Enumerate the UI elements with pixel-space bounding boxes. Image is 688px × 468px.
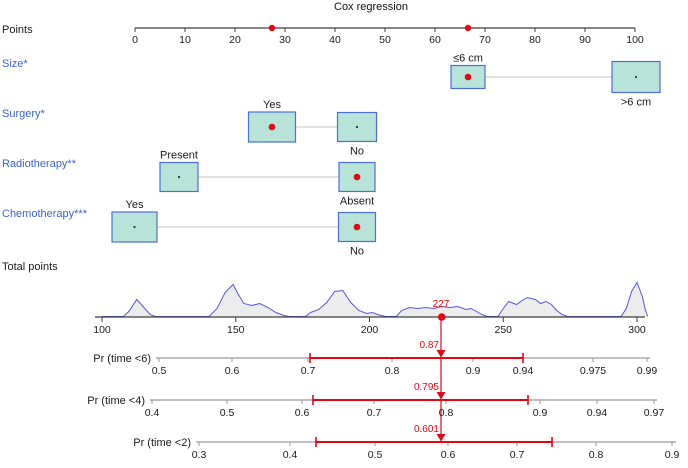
variable-label-3: Radiotherapy** xyxy=(2,158,77,170)
points-axis-tick-label: 30 xyxy=(279,34,291,46)
category-label: >6 cm xyxy=(621,97,651,109)
pr-axis-tick-label: 0.9 xyxy=(466,365,481,377)
points-axis-tick-label: 0 xyxy=(132,34,138,46)
pr-axis-label-2: Pr (time <4) xyxy=(87,395,145,407)
selected-red-dot xyxy=(353,173,361,181)
variable-label-4: Chemotherapy*** xyxy=(2,208,88,220)
category-box xyxy=(338,161,376,193)
pr-axis-tick-label: 0.4 xyxy=(145,407,160,419)
total-points-tick-label: 100 xyxy=(93,324,111,336)
points-axis-tick-label: 10 xyxy=(179,34,191,46)
points-axis-tick-label: 40 xyxy=(329,34,341,46)
pr-axis-tick-label: 0.8 xyxy=(589,449,604,461)
pr-axis-tick-label: 0.94 xyxy=(587,407,608,419)
points-axis-tick-label: 50 xyxy=(379,34,391,46)
pr-axis-tick-label: 0.3 xyxy=(192,449,207,461)
total-points-tick-label: 150 xyxy=(227,324,245,336)
ci-value-label: 0.601 xyxy=(414,424,439,435)
ci-value-label: 0.87 xyxy=(420,340,440,351)
category-dot xyxy=(634,75,638,79)
pr-axis-tick-label: 0.5 xyxy=(220,407,235,419)
points-axis-tick-label: 100 xyxy=(626,34,644,46)
pr-axis-tick-label: 0.6 xyxy=(295,407,310,419)
variable-label-2: Surgery* xyxy=(2,108,46,120)
category-dot xyxy=(355,125,359,129)
points-axis-tick-label: 80 xyxy=(529,34,541,46)
chart-title: Cox regression xyxy=(334,1,408,13)
points-axis-red-dot xyxy=(464,24,472,32)
pr-axis-tick-label: 0.7 xyxy=(367,407,382,419)
pr-axis-tick-label: 0.8 xyxy=(439,407,454,419)
category-box xyxy=(159,161,199,193)
category-dot xyxy=(133,225,136,229)
total-points-tick-label: 250 xyxy=(494,324,512,336)
points-axis-label: Points xyxy=(2,24,33,36)
category-dot xyxy=(177,175,181,179)
total-points-tick-label: 300 xyxy=(628,324,646,336)
pr-axis-tick-label: 0.97 xyxy=(644,407,665,419)
pr-axis-label-1: Pr (time <6) xyxy=(93,353,151,365)
category-label: Present xyxy=(160,150,198,162)
pr-axis-tick-label: 0.8 xyxy=(385,365,400,377)
pr-axis-tick-label: 0.7 xyxy=(510,449,525,461)
ci-marker-triangle xyxy=(436,350,446,358)
total-points-marker xyxy=(437,313,446,321)
points-axis-tick-label: 60 xyxy=(429,34,441,46)
pr-axis-tick-label: 0.5 xyxy=(152,365,167,377)
ci-value-label: 0.795 xyxy=(414,382,439,393)
pr-axis-tick-label: 0.9 xyxy=(533,407,548,419)
points-axis-tick-label: 20 xyxy=(229,34,241,46)
pr-axis-tick-label: 0.975 xyxy=(580,365,606,377)
pr-axis-tick-label: 0.6 xyxy=(441,449,456,461)
selected-red-dot xyxy=(353,223,361,231)
variable-label-1: Size* xyxy=(2,58,28,70)
category-label: Absent xyxy=(340,196,374,208)
total-points-marker-label: 227 xyxy=(433,299,450,310)
density-curve xyxy=(102,281,649,317)
category-label: No xyxy=(350,146,364,158)
category-label: Yes xyxy=(126,199,144,211)
points-axis-tick-label: 70 xyxy=(479,34,491,46)
category-label: ≤6 cm xyxy=(453,53,483,65)
pr-axis-tick-label: 0.6 xyxy=(225,365,240,377)
pr-axis-tick-label: 0.9 xyxy=(665,449,680,461)
category-label: No xyxy=(350,246,364,258)
pr-axis-label-3: Pr (time <2) xyxy=(133,437,191,449)
ci-marker-triangle xyxy=(436,392,446,400)
total-points-tick-label: 200 xyxy=(361,324,379,336)
category-box xyxy=(611,60,661,94)
pr-axis-tick-label: 0.4 xyxy=(283,449,298,461)
pr-axis-tick-label: 0.7 xyxy=(301,365,316,377)
pr-axis-tick-label: 0.5 xyxy=(368,449,383,461)
pr-axis-tick-label: 0.99 xyxy=(637,365,658,377)
category-label: Yes xyxy=(263,99,281,111)
points-axis-red-dot xyxy=(268,24,276,32)
pr-axis-tick-label: 0.94 xyxy=(513,365,534,377)
total-points-label: Total points xyxy=(2,261,58,273)
selected-red-dot xyxy=(268,123,276,131)
ci-marker-triangle xyxy=(436,434,446,442)
selected-red-dot xyxy=(464,73,472,81)
points-axis-tick-label: 90 xyxy=(579,34,591,46)
